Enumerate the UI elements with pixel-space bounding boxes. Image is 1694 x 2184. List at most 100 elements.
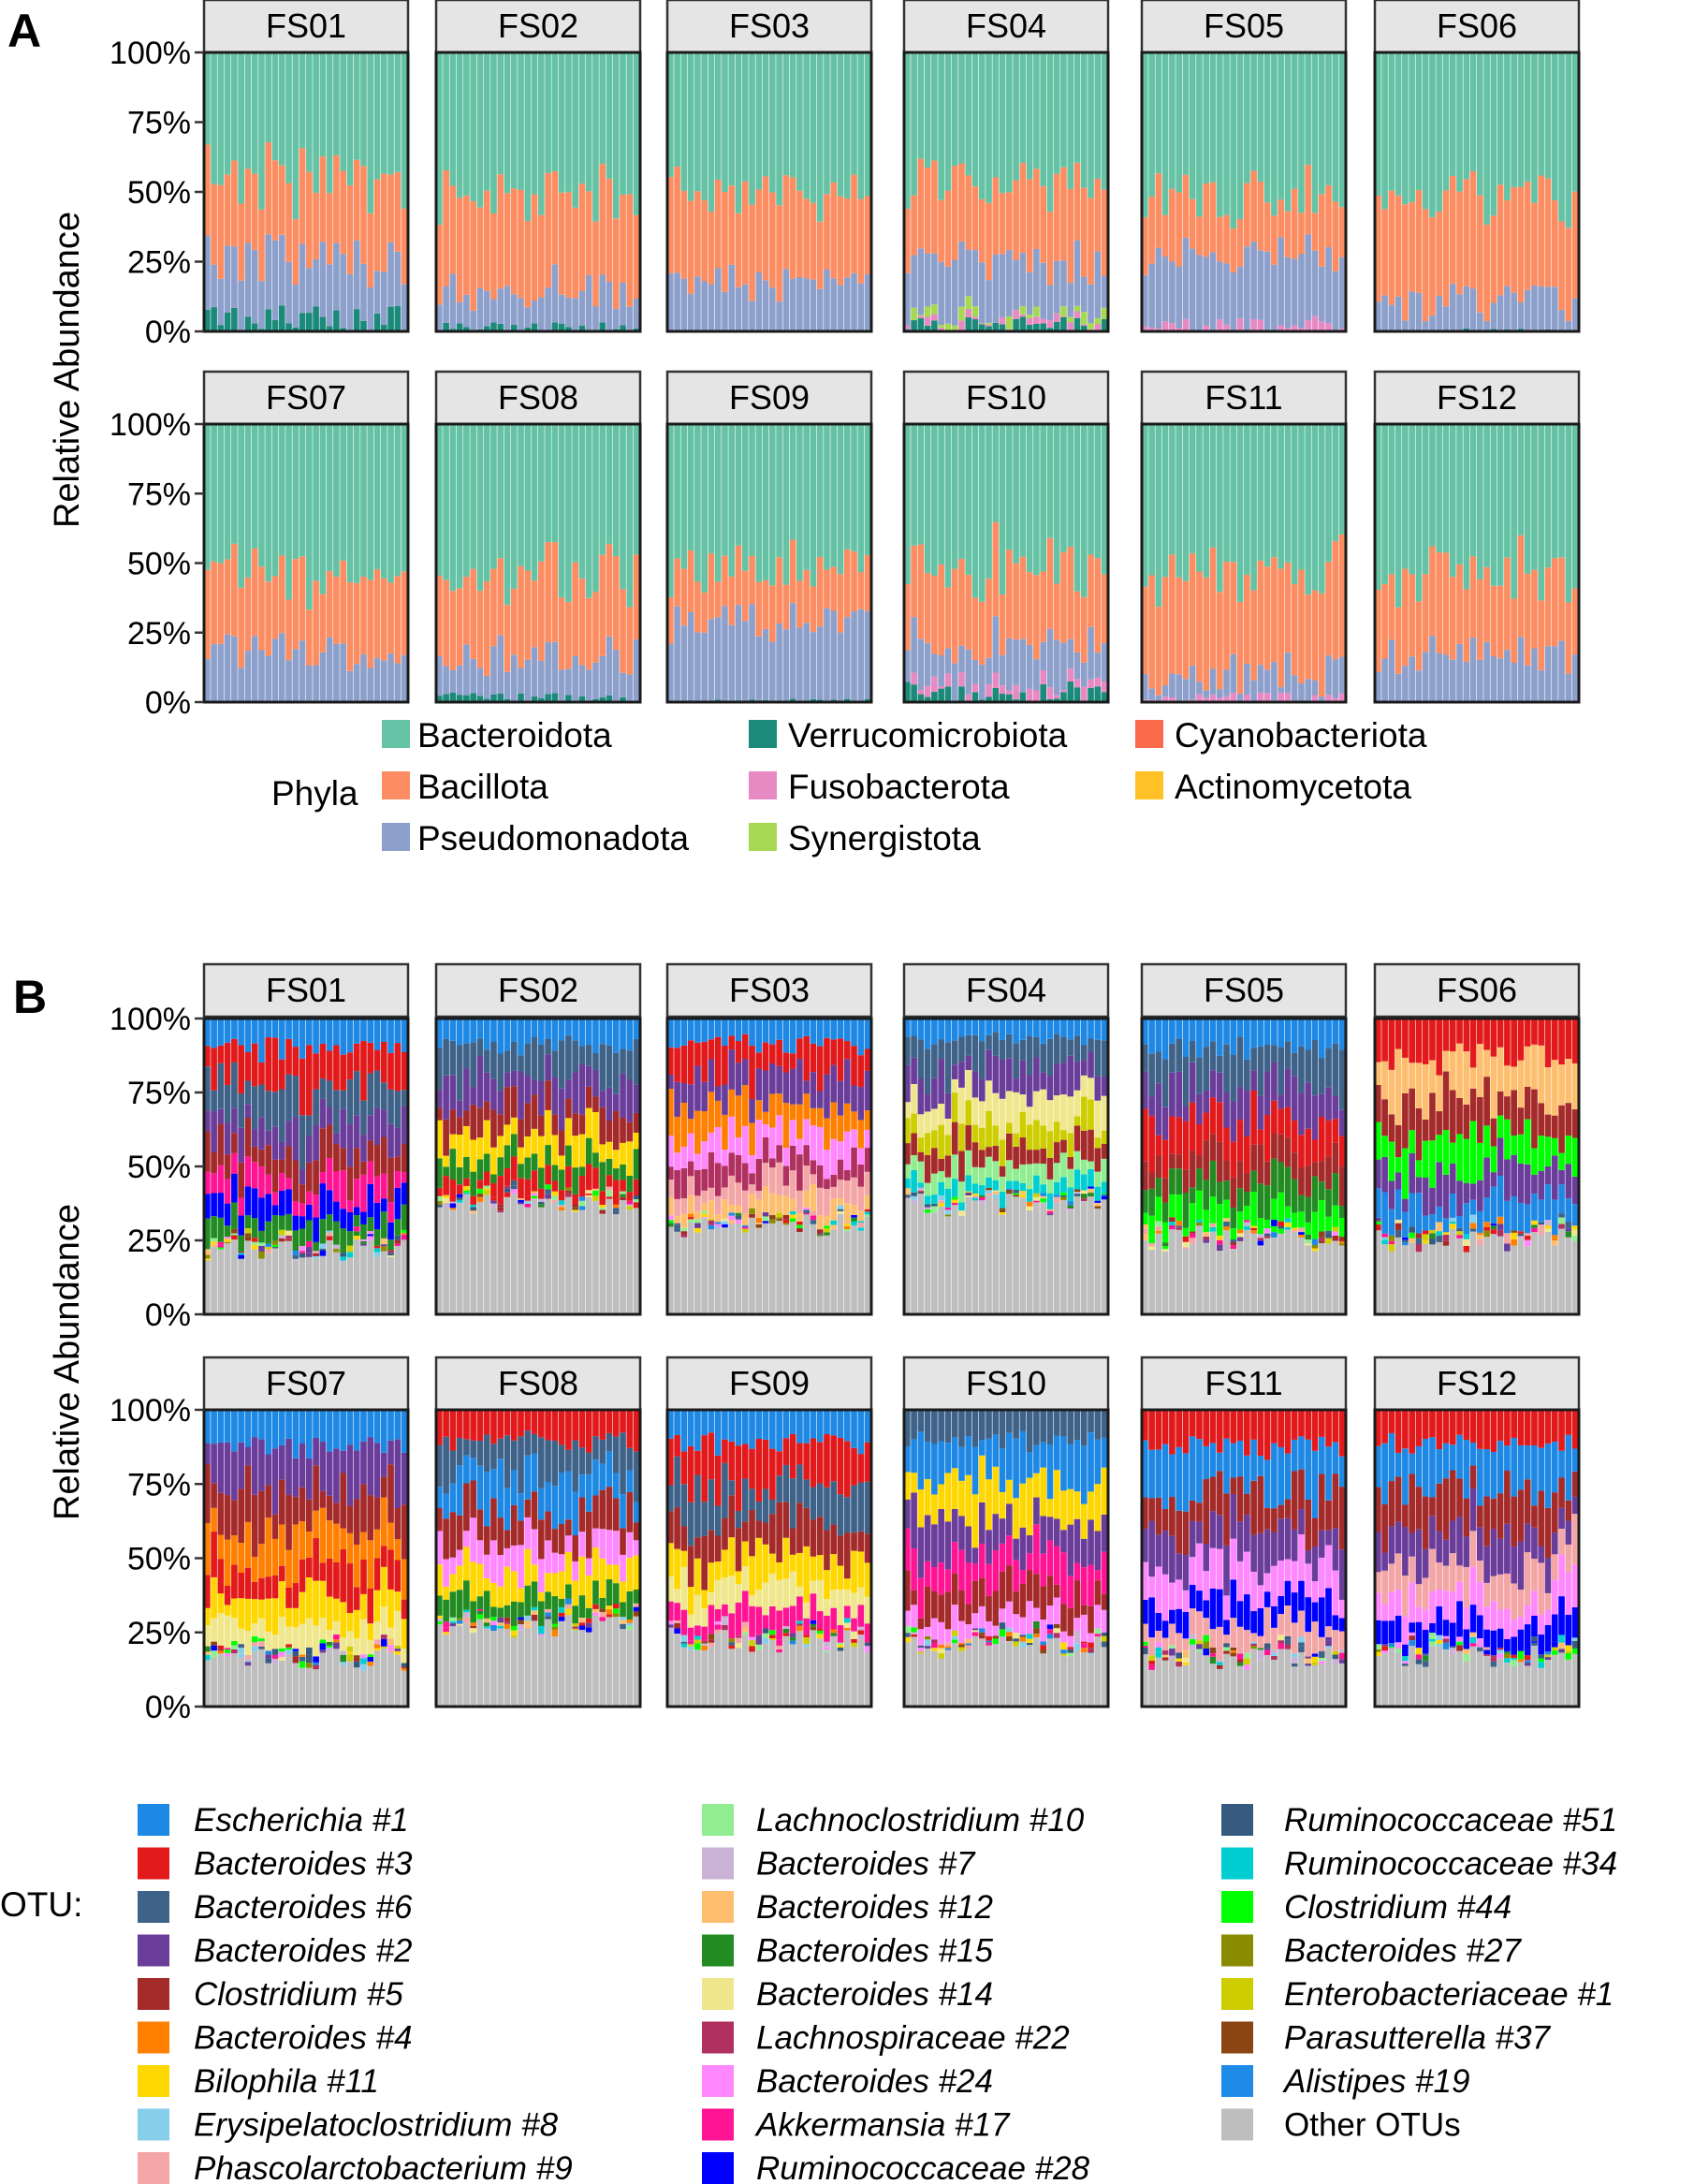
bar-segment	[1060, 167, 1067, 261]
bar-segment	[278, 1651, 285, 1658]
bar-segment	[1236, 52, 1244, 220]
bar-segment	[1409, 291, 1415, 331]
bar-segment	[1169, 323, 1176, 331]
bar-segment	[1067, 1656, 1074, 1707]
bar-segment	[1216, 1251, 1223, 1314]
bar-segment	[1094, 1076, 1102, 1101]
bar-segment	[782, 1633, 790, 1636]
bar-segment	[319, 1639, 327, 1644]
bar-segment	[728, 1638, 736, 1643]
bar-segment	[701, 1502, 708, 1536]
bar-segment	[380, 1211, 387, 1239]
bar-segment	[924, 1410, 931, 1443]
bar-segment	[497, 1554, 504, 1587]
bar-segment	[1094, 1580, 1102, 1605]
bar-segment	[1006, 1432, 1013, 1480]
bar-segment	[1006, 1601, 1013, 1628]
bar-segment	[1033, 1473, 1040, 1498]
bar-segment	[1142, 1108, 1148, 1162]
bar-segment	[211, 561, 217, 645]
bar-segment	[667, 176, 674, 274]
bar-segment	[1026, 424, 1033, 573]
bar-segment	[951, 1468, 958, 1510]
bar-segment	[545, 172, 551, 288]
bar-segment	[518, 565, 524, 668]
bar-segment	[299, 1216, 306, 1229]
bar-segment	[373, 657, 381, 702]
bar-segment	[394, 52, 402, 172]
bar-segment	[1101, 1437, 1108, 1468]
bar-segment	[864, 274, 871, 331]
bar-segment	[1053, 1623, 1060, 1629]
bar-segment	[1080, 424, 1088, 597]
bar-segment	[741, 1125, 749, 1164]
bar-segment	[1026, 1150, 1033, 1165]
bar-segment	[1524, 1233, 1531, 1237]
bar-segment	[476, 287, 484, 330]
bar-segment	[999, 1642, 1006, 1707]
bar-segment	[1033, 575, 1040, 660]
bar-segment	[299, 1661, 306, 1668]
bar-segment	[319, 242, 327, 317]
bar-segment	[265, 1246, 272, 1250]
bar-segment	[231, 1019, 238, 1039]
bar-segment	[1429, 217, 1436, 316]
bar-segment	[1189, 1231, 1196, 1234]
bar-segment	[944, 424, 952, 588]
facet-plot-border-fs10	[902, 422, 1110, 704]
bar-segment	[585, 1622, 592, 1628]
bar-segment	[851, 1532, 857, 1551]
bar-segment	[545, 542, 551, 643]
bar-segment	[986, 324, 992, 327]
bar-segment	[217, 1645, 225, 1649]
bar-segment	[1223, 1044, 1230, 1093]
bar-segment	[1033, 1607, 1040, 1621]
bar-segment	[565, 1193, 572, 1197]
bar-segment	[251, 323, 258, 331]
bar-segment	[824, 1434, 830, 1488]
bar-segment	[728, 1537, 736, 1576]
bar-segment	[340, 1148, 346, 1171]
bar-segment	[843, 1041, 851, 1060]
bar-segment	[306, 1136, 313, 1163]
bar-segment	[1250, 1233, 1257, 1314]
bar-segment	[1338, 656, 1346, 694]
bar-segment	[258, 1410, 265, 1440]
bar-segment	[667, 1601, 674, 1621]
bar-segment	[1101, 1632, 1108, 1636]
bar-segment	[606, 1198, 613, 1314]
bar-segment	[285, 660, 292, 702]
facet-strip-fs01	[202, 962, 410, 1019]
bar-segment	[1311, 1019, 1319, 1040]
bar-segment	[701, 1019, 708, 1042]
bars-fs09	[667, 424, 871, 702]
bar-segment	[917, 1194, 925, 1314]
bar-segment	[470, 1019, 476, 1043]
bar-segment	[978, 1167, 986, 1185]
bar-segment	[1176, 577, 1182, 675]
facet-label-fs06: FS06	[1437, 971, 1517, 1009]
bar-segment	[1073, 1195, 1081, 1314]
bar-segment	[992, 1161, 1000, 1180]
bar-segment	[510, 52, 518, 189]
bar-segment	[217, 1649, 225, 1651]
bar-segment	[749, 1556, 755, 1596]
bar-segment	[360, 1664, 367, 1671]
facet-plot-border-fs05	[1140, 51, 1348, 333]
bar-segment	[1040, 1410, 1046, 1443]
bar-segment	[741, 1521, 749, 1542]
bar-segment	[674, 1603, 680, 1621]
bar-segment	[380, 173, 387, 272]
bar-segment	[1046, 1193, 1054, 1209]
bar-segment	[1182, 1241, 1190, 1248]
bar-segment	[1182, 1193, 1190, 1228]
bar-segment	[244, 1228, 252, 1234]
bar-segment	[674, 1116, 680, 1153]
bar-segment	[667, 1215, 674, 1221]
bar-segment	[1504, 1239, 1511, 1244]
bar-segment	[741, 52, 749, 182]
bar-segment	[463, 424, 470, 577]
bar-segment	[551, 1486, 559, 1530]
bar-segment	[722, 1410, 728, 1440]
bar-segment	[340, 1473, 346, 1529]
